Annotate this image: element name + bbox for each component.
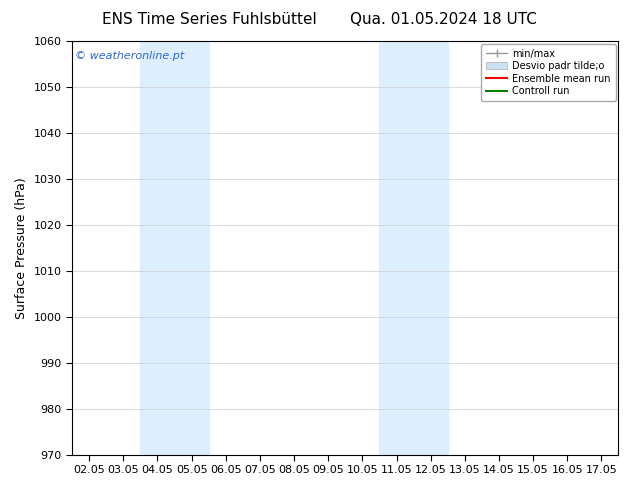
Bar <box>379 41 448 455</box>
Text: ENS Time Series Fuhlsbüttel: ENS Time Series Fuhlsbüttel <box>102 12 316 27</box>
Text: Qua. 01.05.2024 18 UTC: Qua. 01.05.2024 18 UTC <box>351 12 537 27</box>
Text: © weatheronline.pt: © weatheronline.pt <box>75 51 184 61</box>
Legend: min/max, Desvio padr tilde;o, Ensemble mean run, Controll run: min/max, Desvio padr tilde;o, Ensemble m… <box>481 44 616 101</box>
Y-axis label: Surface Pressure (hPa): Surface Pressure (hPa) <box>15 177 28 318</box>
Bar <box>140 41 209 455</box>
